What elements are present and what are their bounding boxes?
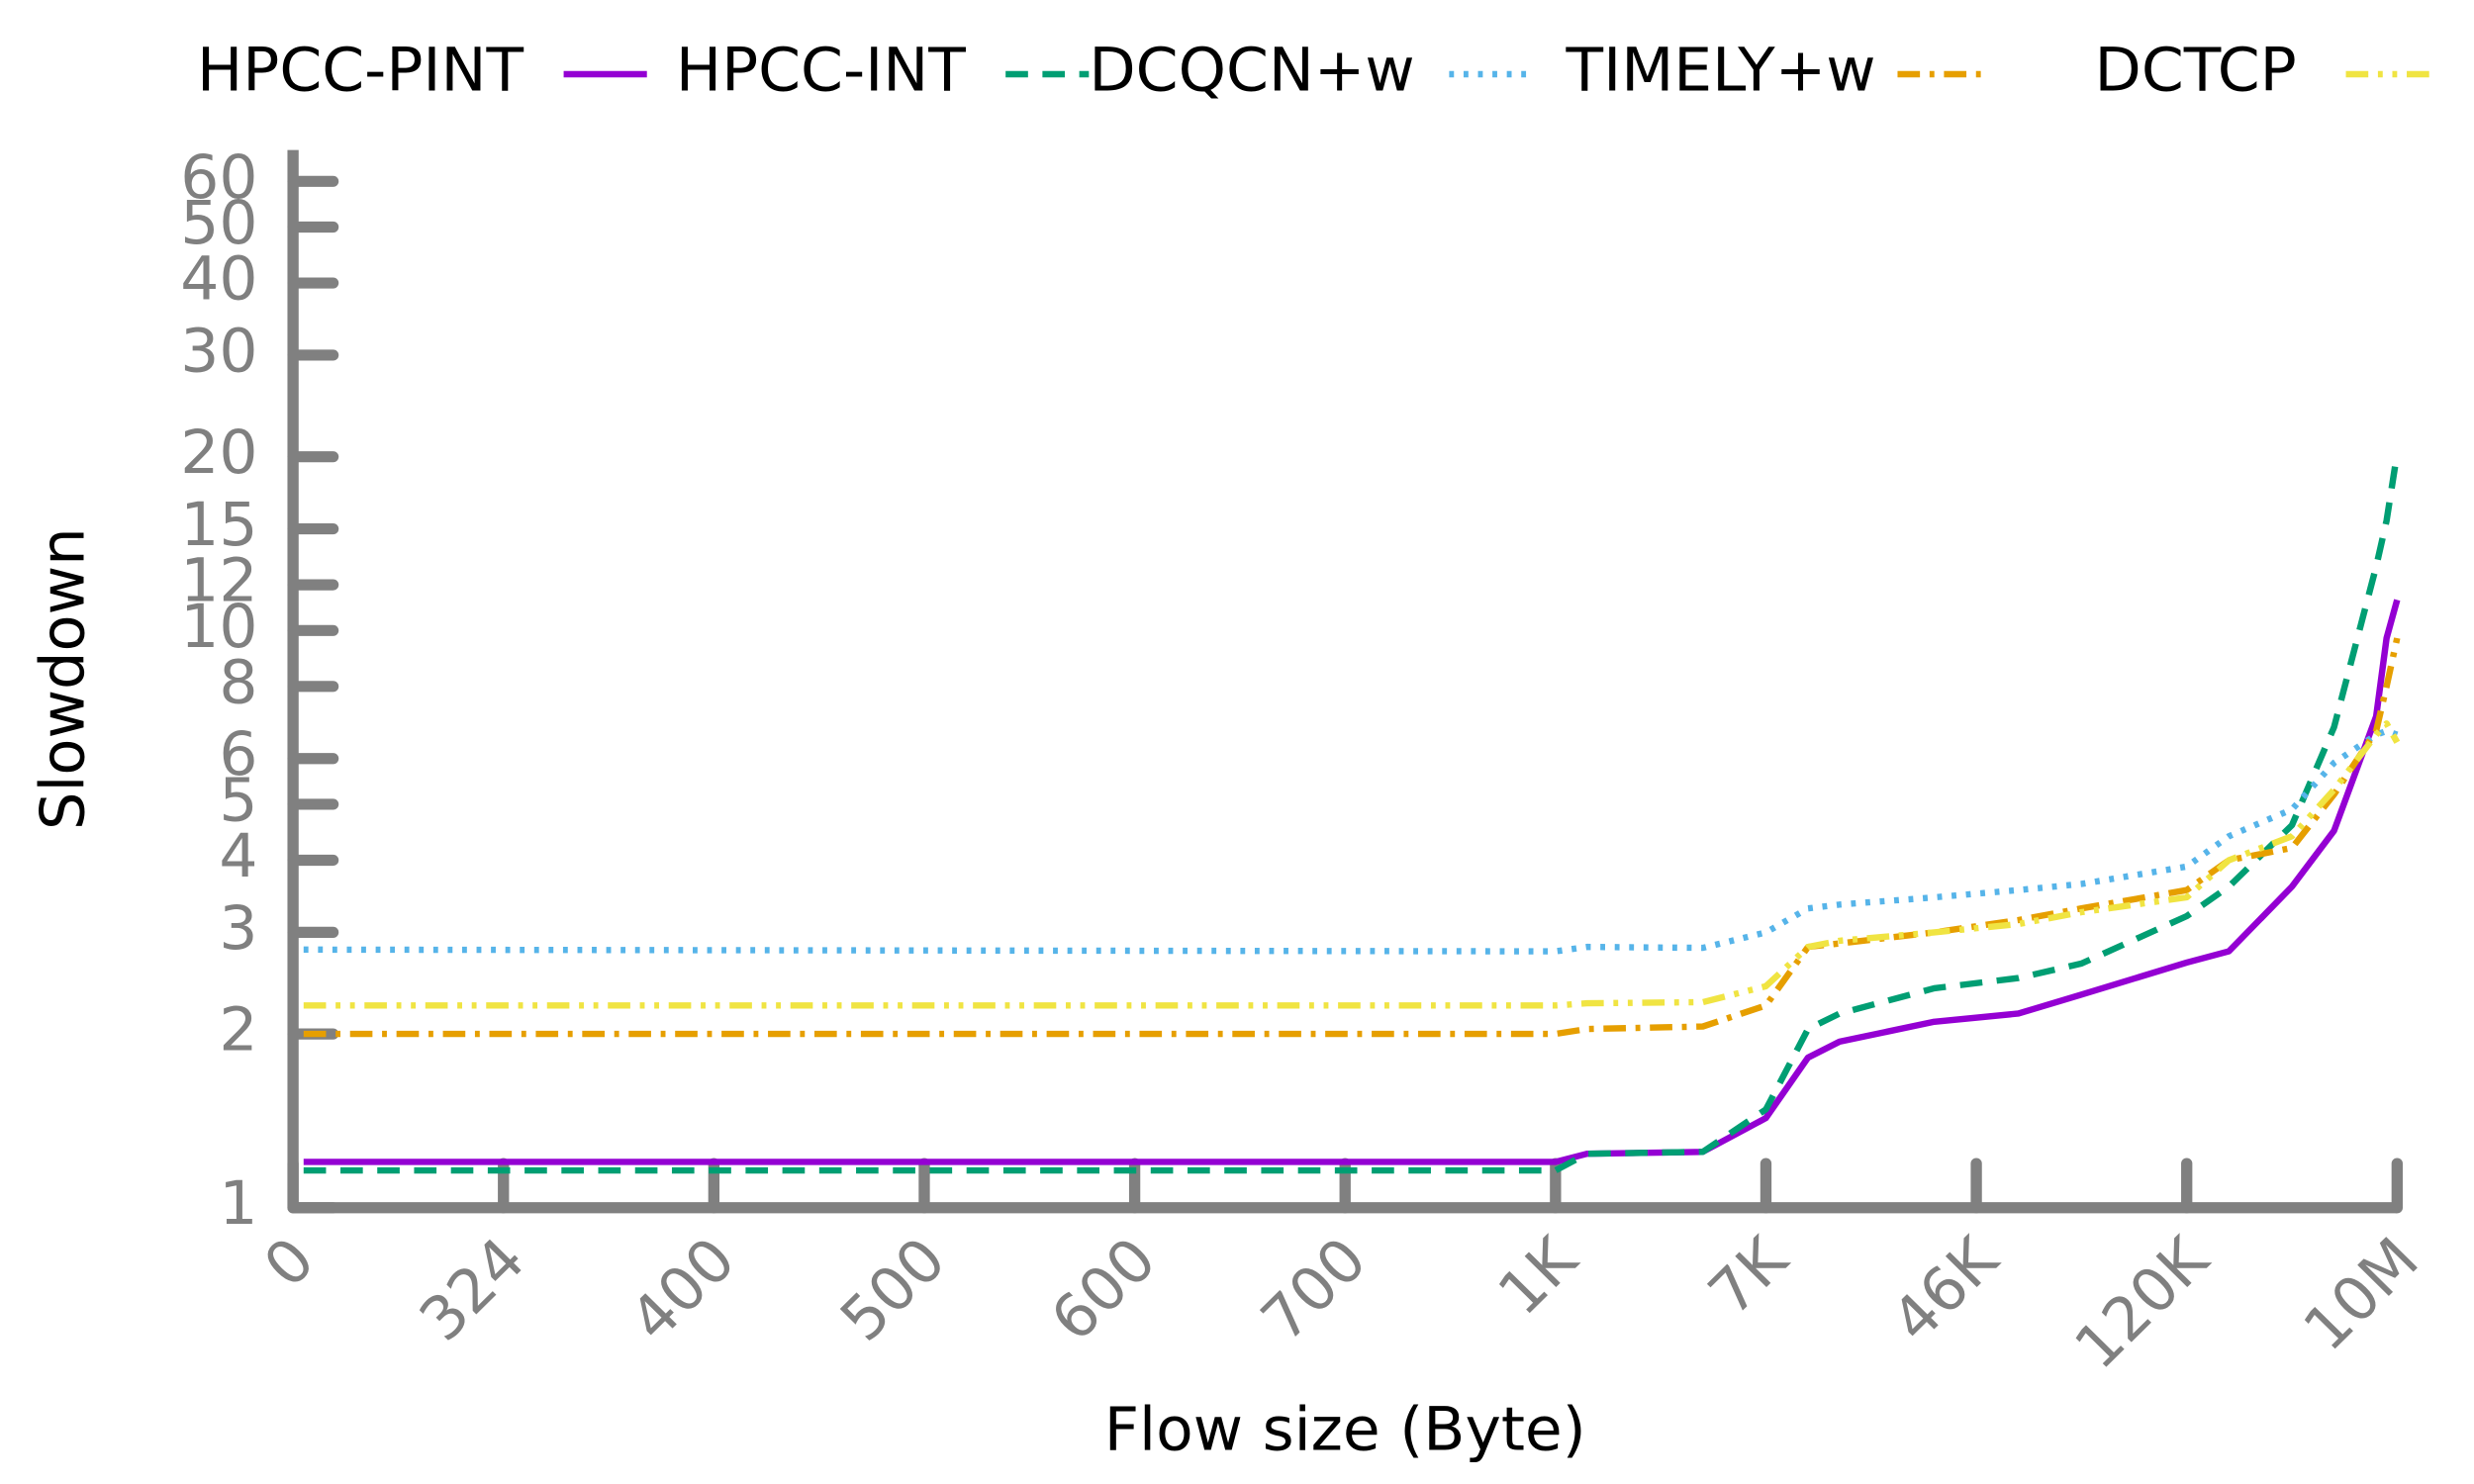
series-line [303,720,2401,1009]
x-tick-label: 10M [2290,1225,2431,1364]
y-axis-title: Slowdown [28,527,99,830]
series-line [303,637,2401,1038]
x-tick-label: 324 [407,1225,539,1355]
y-tick-label: 6 [219,720,257,790]
y-tick-label: 4 [219,821,257,891]
y-tick-label: 40 [180,244,257,315]
legend-label: HPCC-INT [676,36,967,106]
legend-label: DCQCN+w [1089,36,1414,106]
legend-label: DCTCP [2095,36,2297,106]
y-tick-label: 3 [219,893,257,964]
x-tick-label: 1K [1485,1223,1592,1329]
y-tick-label: 50 [180,188,257,258]
y-tick-label: 60 [180,142,257,213]
y-tick-label: 30 [180,317,257,387]
x-tick-label: 500 [827,1225,960,1355]
x-tick-label: 700 [1248,1225,1380,1355]
legend-label: TIMELY+w [1566,36,1876,106]
x-tick-label: 400 [617,1225,749,1355]
x-tick-label: 0 [250,1225,328,1301]
y-tick-label: 8 [219,648,257,718]
y-tick-label: 5 [219,766,257,836]
x-tick-label: 46K [1878,1223,2013,1355]
y-tick-label: 12 [180,546,257,616]
y-tick-label: 20 [180,418,257,489]
legend-label: HPCC-PINT [197,36,524,106]
y-tick-label: 15 [180,490,257,560]
series-line [303,452,2401,1174]
y-tick-label: 2 [219,995,257,1066]
series-line [303,727,2399,955]
y-tick-label: 1 [219,1169,257,1240]
x-tick-label: 120K [2061,1223,2223,1382]
x-axis-title: Flow size (Byte) [1104,1395,1586,1465]
x-tick-label: 600 [1038,1225,1171,1355]
y-tick-label: 10 [180,592,257,662]
x-tick-label: 7K [1695,1223,1802,1329]
